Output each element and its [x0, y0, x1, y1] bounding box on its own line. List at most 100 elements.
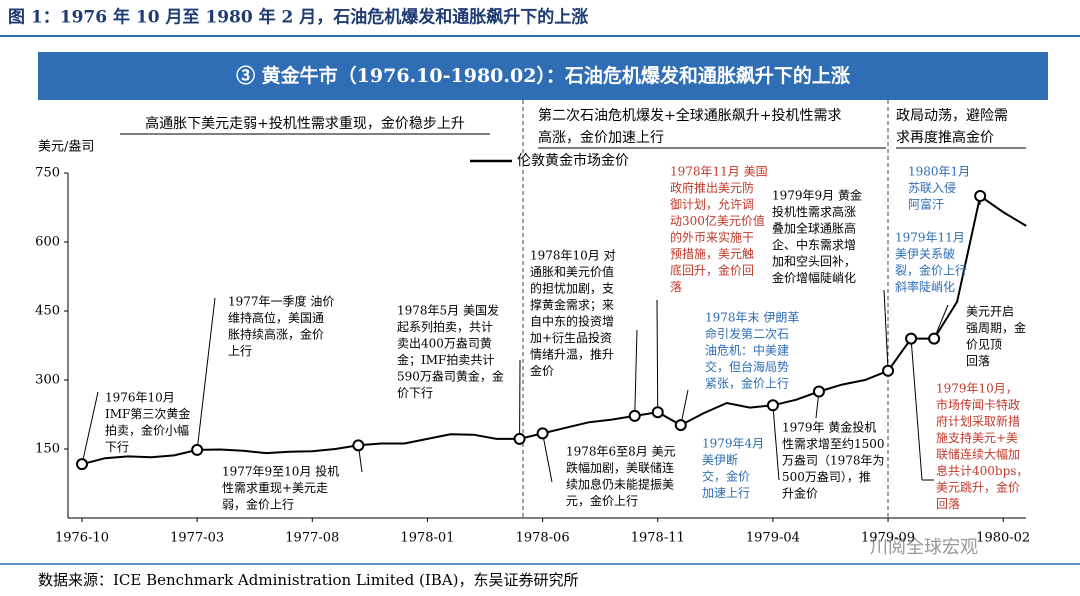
annotation: 性需求重现+美元走	[222, 481, 328, 495]
annotation: 1978年10月 对	[530, 249, 616, 263]
annotation: 价下行	[397, 386, 433, 400]
x-tick-label: 1976-10	[55, 531, 109, 546]
annotation: 起系列拍卖，共计	[397, 319, 493, 334]
figure-title: 图 1：1976 年 10 月至 1980 年 2 月，石油危机爆发和通胀飙升下…	[8, 7, 588, 28]
connector	[883, 289, 889, 371]
y-tick-label: 450	[35, 304, 60, 319]
annotation: 息共计400bps，	[936, 463, 1028, 478]
event-marker	[766, 399, 779, 412]
annotation: 价见顶	[966, 338, 1002, 352]
connector	[542, 433, 553, 483]
annotation: 投机性需求高涨	[772, 204, 856, 219]
annotation: 590万盎司黄金，金	[397, 369, 504, 384]
y-axis-label: 美元/盎司	[38, 140, 94, 155]
y-tick-label: 150	[35, 442, 60, 457]
phase-heading: 高涨，金价加速上行	[538, 129, 664, 146]
annotation: 施支持美元+美	[936, 430, 1018, 445]
annotation: 下行	[105, 440, 129, 454]
annotation: 斜率陡峭化	[895, 279, 955, 294]
annotation: 撑黄金需求；来	[530, 297, 614, 312]
annotation: 叠加全球通胀高	[772, 221, 856, 236]
phase-heading: 高通胀下美元走弱+投机性需求重现，金价稳步上升	[145, 115, 465, 132]
annotation: 万盎司（1978年为	[782, 454, 885, 468]
annotation: 1978年5月 美国发	[397, 303, 499, 318]
annotation: 1978年6至8月 美元	[566, 445, 676, 459]
annotation: 1979年10月，	[936, 382, 1018, 396]
event-marker	[628, 409, 641, 422]
event-marker	[905, 332, 918, 345]
annotation: 裂，金价上行	[895, 263, 967, 278]
annotation: 市场传闻卡特政	[936, 397, 1020, 412]
connector	[772, 405, 780, 481]
annotation: 元，金价上行	[566, 493, 638, 508]
event-marker	[352, 439, 365, 452]
annotation: 政府推出美元防	[670, 180, 754, 195]
annotation: 交，但台海局势	[705, 359, 789, 374]
annotation: 金价增幅陡峭化	[772, 270, 856, 285]
annotation: 金；IMF拍卖共计	[397, 352, 494, 367]
y-tick-label: 300	[35, 373, 60, 388]
annotation: 1979年9月 黄金	[772, 188, 862, 203]
x-tick-label: 1977-03	[170, 531, 224, 546]
connector	[196, 297, 216, 450]
annotation: 底回升，金价回	[670, 263, 754, 278]
annotation: 拍卖，金价小幅	[105, 423, 189, 438]
annotation: 维持高位，美国通	[228, 310, 324, 325]
annotation: 美伊关系破	[895, 246, 955, 261]
annotation: 1977年一季度 油价	[228, 294, 334, 309]
event-marker	[674, 419, 687, 432]
annotation: 跌幅加剧，美联储连	[566, 460, 674, 475]
annotation: 回落	[936, 497, 960, 511]
event-marker	[76, 458, 88, 471]
y-tick-label: 750	[35, 166, 60, 181]
annotation: 联储连续大幅加	[936, 447, 1020, 462]
x-tick-label: 1978-11	[631, 531, 685, 546]
annotation: 的外币来实施干	[670, 230, 754, 245]
event-marker	[812, 385, 825, 398]
event-marker	[882, 364, 895, 377]
connector	[933, 304, 949, 339]
annotation: 府计划采取新措	[936, 414, 1020, 429]
annotation: 1977年9至10月 投机	[222, 464, 339, 479]
annotation: 卖出400万盎司黄	[397, 337, 492, 351]
annotation: 阿富汗	[908, 197, 944, 212]
annotation: 紧张，金价上行	[705, 376, 789, 391]
x-tick-label: 1979-04	[746, 531, 800, 546]
banner-text: ③ 黄金牛市（1976.10-1980.02）：石油危机爆发和通胀飙升下的上涨	[236, 64, 850, 87]
annotation: 1978年11月 美国	[670, 165, 768, 179]
x-tick-label: 1978-06	[516, 531, 570, 546]
price-line	[81, 194, 1027, 466]
annotation: 落	[670, 280, 682, 294]
event-marker	[191, 443, 204, 456]
event-marker	[651, 406, 664, 419]
annotation: 加+衍生品投资	[530, 330, 612, 345]
annotation: 1979年 黄金投机	[782, 420, 876, 435]
annotation: 美伊断	[702, 452, 738, 467]
connector	[656, 299, 659, 413]
annotation: 通胀和美元价值	[530, 264, 614, 279]
annotation: 1980年1月	[908, 165, 970, 179]
x-tick-label: 1979-09	[861, 531, 915, 546]
connector	[634, 329, 638, 416]
annotation: 1979年11月	[895, 231, 965, 245]
connector	[81, 391, 99, 465]
annotation: 交，金价	[702, 469, 750, 484]
annotation: IMF第三次黄金	[105, 406, 190, 421]
annotation: 预措施，美元触	[670, 247, 754, 261]
annotation: 1978年末 伊朗革	[705, 311, 799, 325]
annotation: 胀持续高涨，金价	[228, 327, 324, 342]
annotation: 上行	[228, 344, 252, 358]
connector	[910, 338, 923, 481]
x-tick-label: 1977-08	[285, 531, 339, 546]
phase-heading: 政局动荡，避险需	[896, 108, 1008, 124]
phase-heading: 求再度推高金价	[896, 129, 994, 146]
annotation: 美元跳升，金价	[936, 480, 1020, 495]
annotation: 加速上行	[702, 486, 750, 500]
annotation: 1976年10月	[105, 391, 175, 405]
annotation: 情绪升温，推升	[530, 348, 614, 362]
x-tick-label: 1980-02	[976, 531, 1030, 546]
annotation: 强周期，金	[966, 320, 1026, 335]
annotation: 1979年4月	[702, 437, 764, 451]
annotation: 续加息仍未能提振美	[566, 477, 674, 492]
